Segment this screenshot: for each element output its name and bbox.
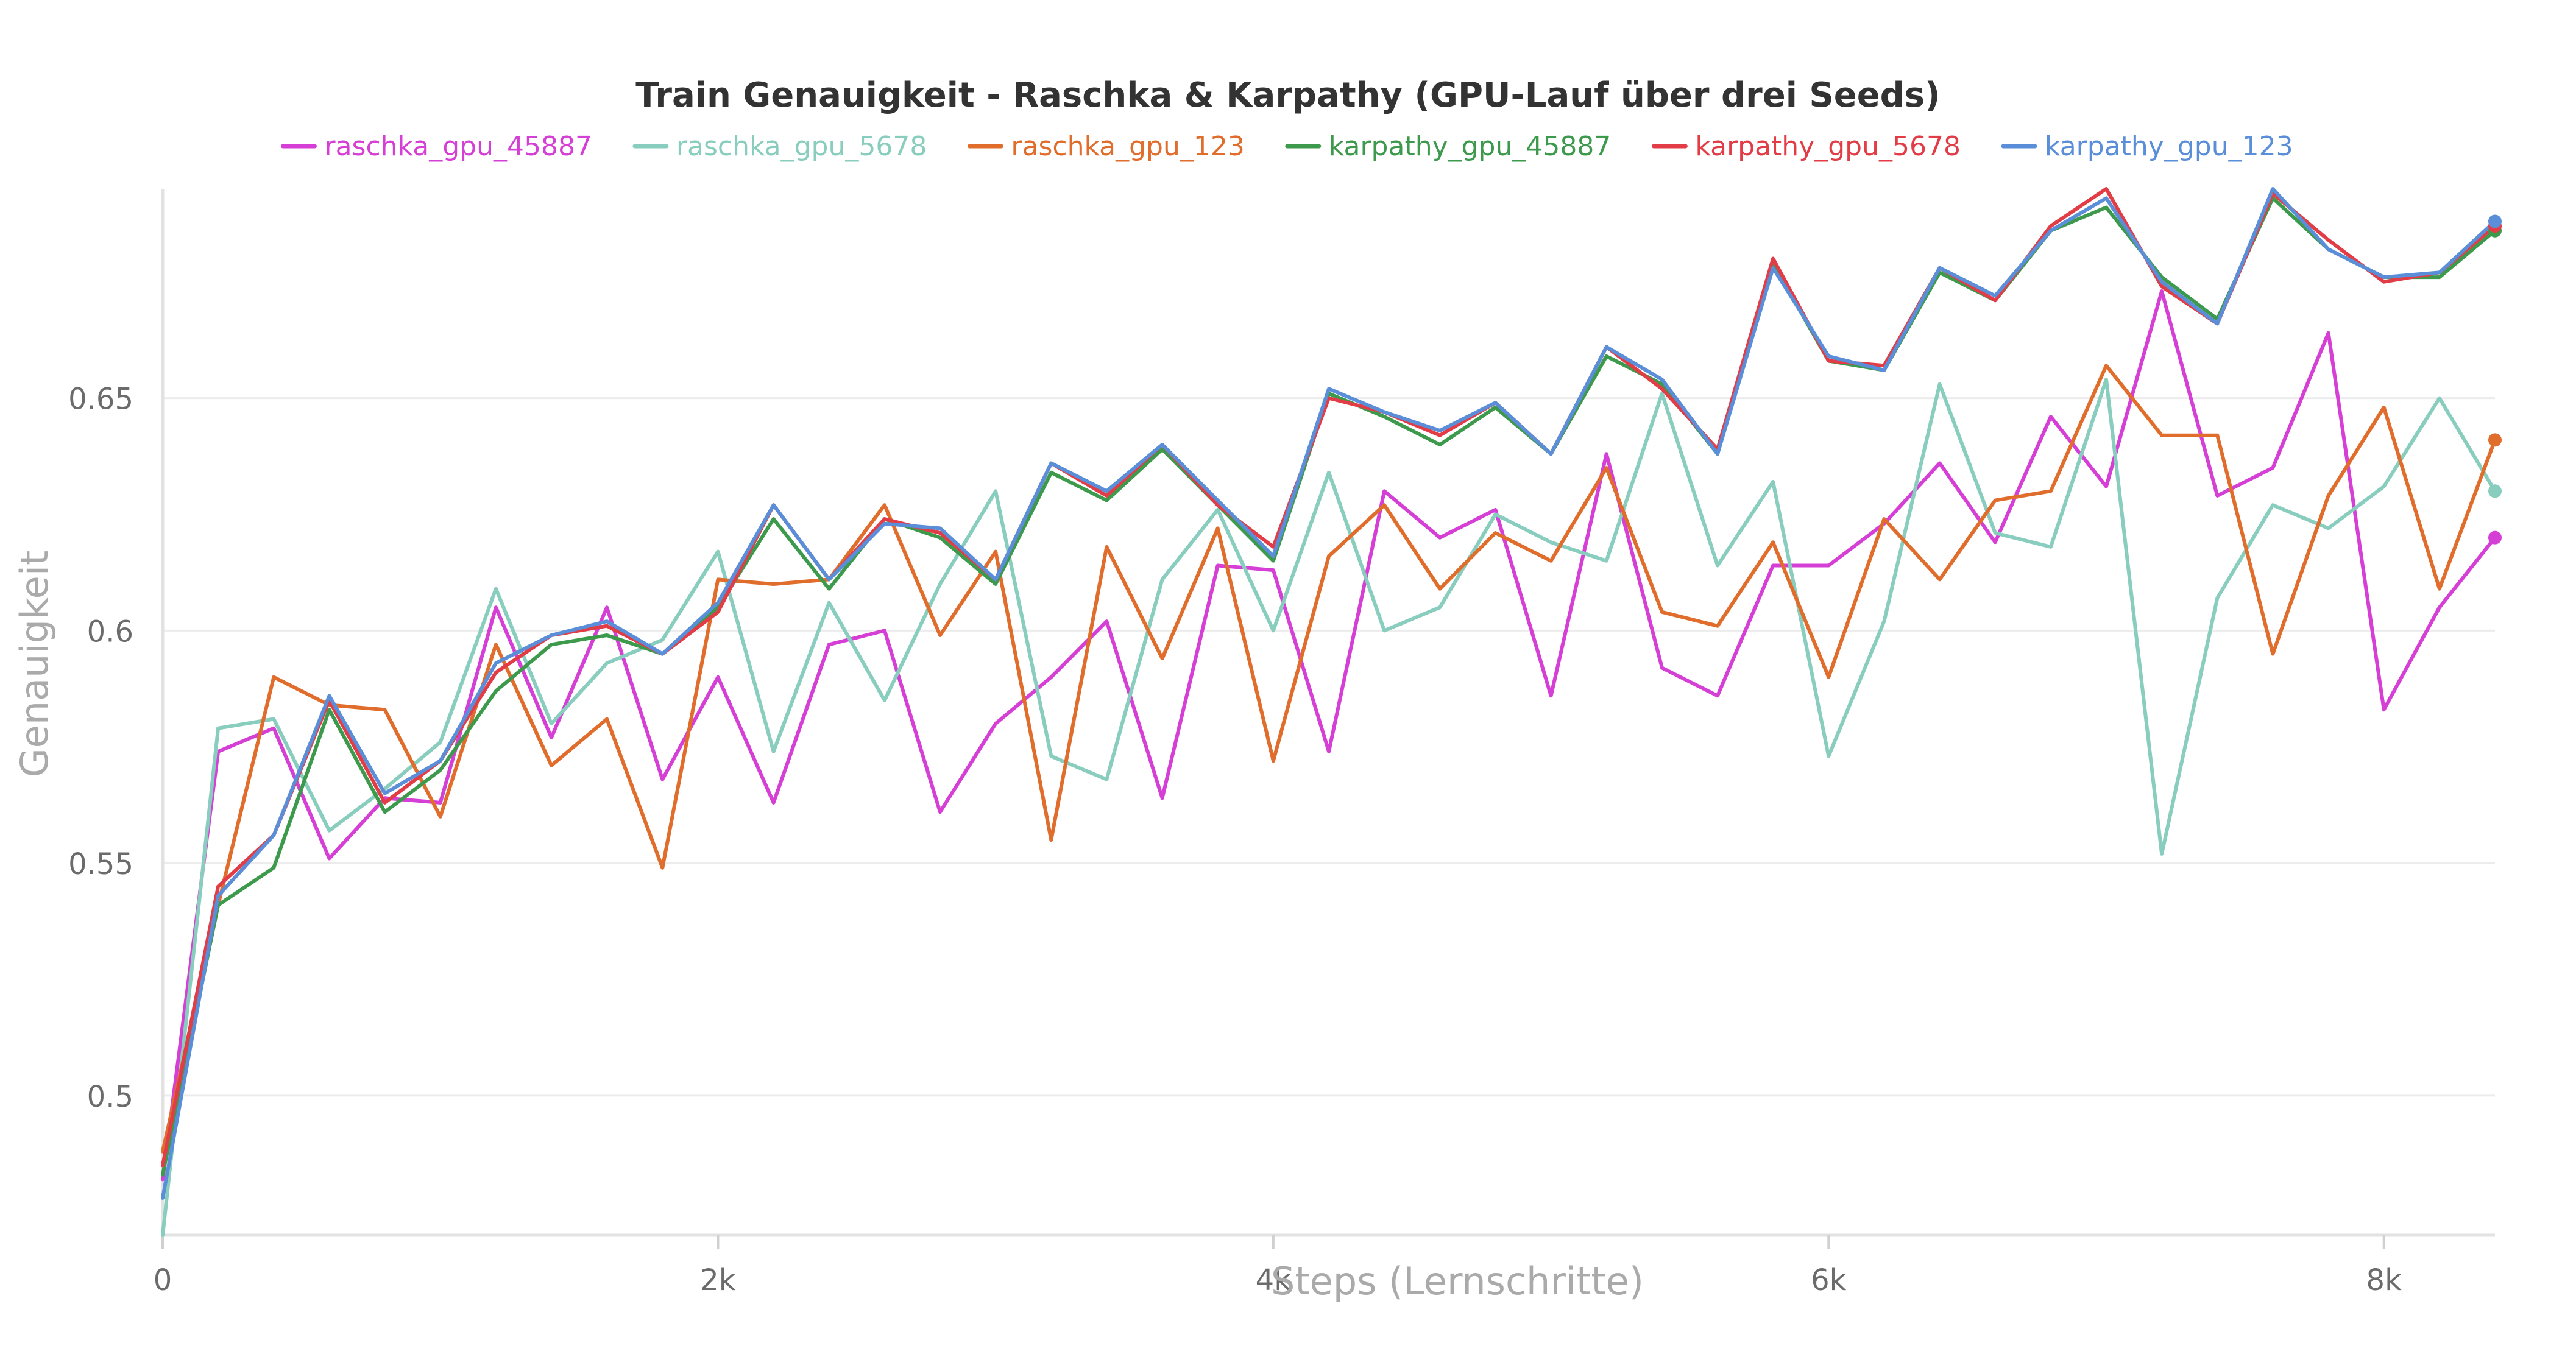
x-tick-label: 8k xyxy=(2366,1263,2402,1297)
series-line-raschka_gpu_5678 xyxy=(161,378,2497,1237)
series-lines xyxy=(161,187,2497,1237)
legend-label: raschka_gpu_123 xyxy=(1011,131,1244,162)
chart-title: Train Genauigkeit - Raschka & Karpathy (… xyxy=(635,76,1940,115)
legend-label: karpathy_gpu_45887 xyxy=(1329,131,1612,162)
legend-item-karpathy_gpu_123[interactable]: karpathy_gpu_123 xyxy=(2001,131,2293,162)
series-end-point-karpathy_gpu_123 xyxy=(2488,214,2502,228)
legend-label: raschka_gpu_5678 xyxy=(676,131,927,162)
x-tick-label: 2k xyxy=(700,1263,736,1297)
y-tick-label: 0.55 xyxy=(68,847,133,881)
series-end-point-raschka_gpu_45887 xyxy=(2488,530,2502,545)
x-tick-label: 4k xyxy=(1256,1263,1292,1297)
x-tick-label: 0 xyxy=(154,1263,172,1297)
series-line-raschka_gpu_123 xyxy=(161,364,2497,1154)
y-axis-label: Genauigkeit xyxy=(12,551,57,778)
legend: raschka_gpu_45887 raschka_gpu_5678 raschka… xyxy=(281,131,2293,162)
legend-label: karpathy_gpu_123 xyxy=(2045,131,2293,162)
end-points xyxy=(2488,214,2502,545)
y-tick-label: 0.6 xyxy=(87,615,133,649)
legend-item-karpathy_gpu_45887[interactable]: karpathy_gpu_45887 xyxy=(1285,131,1612,162)
legend-item-raschka_gpu_45887[interactable]: raschka_gpu_45887 xyxy=(281,131,592,162)
y-tick-label: 0.5 xyxy=(87,1080,133,1114)
y-tick-label: 0.65 xyxy=(68,382,133,417)
series-end-point-raschka_gpu_123 xyxy=(2488,433,2502,447)
axes: 0.5 0.55 0.6 0.65 0 2k 4k 6k 8k xyxy=(68,189,2495,1297)
series-line-raschka_gpu_45887 xyxy=(161,289,2497,1182)
legend-label: raschka_gpu_45887 xyxy=(325,131,592,162)
x-tick-label: 6k xyxy=(1811,1263,1847,1297)
legend-label: karpathy_gpu_5678 xyxy=(1695,131,1961,162)
legend-item-raschka_gpu_123[interactable]: raschka_gpu_123 xyxy=(967,131,1245,162)
legend-item-karpathy_gpu_5678[interactable]: karpathy_gpu_5678 xyxy=(1651,131,1961,162)
series-end-point-raschka_gpu_5678 xyxy=(2488,484,2502,498)
legend-item-raschka_gpu_5678[interactable]: raschka_gpu_5678 xyxy=(632,131,927,162)
x-axis-label: Steps (Lernschritte) xyxy=(1271,1259,1644,1303)
series-line-karpathy_gpu_123 xyxy=(161,187,2497,1200)
